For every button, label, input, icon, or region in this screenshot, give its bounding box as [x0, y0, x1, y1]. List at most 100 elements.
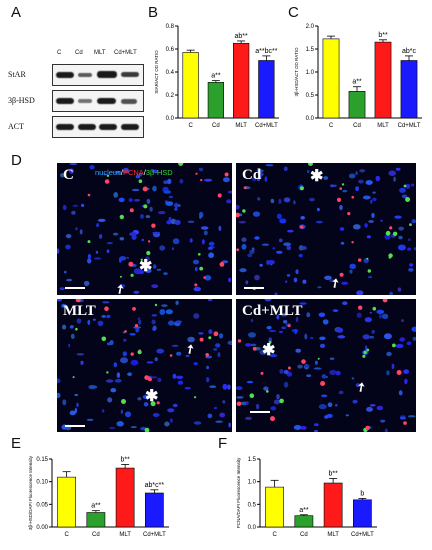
nucleus-cell	[325, 375, 328, 379]
nucleus-cell	[352, 224, 361, 230]
nucleus-cell	[324, 275, 332, 280]
micrograph-cd: Cd ✱ ➚	[236, 163, 416, 295]
significance-label: b**	[120, 456, 130, 463]
y-axis-label: 3β-HSD/DAPI Fluorescence Intensity	[28, 455, 33, 530]
nucleus-cell	[245, 280, 249, 285]
nucleus-cell	[114, 378, 122, 383]
3bhsd-signal	[266, 390, 269, 393]
bar	[323, 482, 343, 528]
nucleus-cell	[247, 253, 253, 258]
nucleus-cell	[106, 379, 114, 383]
nucleus-cell	[240, 401, 248, 406]
y-tick-label: 1.5	[306, 47, 315, 53]
nucleus-cell	[123, 338, 127, 342]
pcna-signal	[142, 186, 148, 192]
x-tick-label: Cd	[212, 123, 220, 129]
nucleus-cell	[87, 254, 91, 259]
3bhsd-signal	[366, 257, 369, 260]
pcna-signal	[205, 353, 209, 357]
nucleus-cell	[322, 319, 329, 325]
significance-label: a**bc**	[255, 48, 277, 55]
nucleus-cell	[371, 329, 375, 334]
pcna-signal	[263, 349, 268, 353]
nucleus-cell	[254, 274, 260, 281]
nucleus-cell	[172, 403, 178, 408]
nucleus-cell	[107, 342, 112, 346]
pcna-signal	[151, 393, 155, 398]
nucleus-cell	[57, 248, 60, 254]
legend-sep: /	[143, 168, 146, 177]
nucleus-cell	[213, 348, 218, 351]
pcna-signal	[195, 172, 198, 175]
nucleus-cell	[129, 232, 137, 236]
pcna-signal	[75, 299, 81, 303]
nucleus-cell	[208, 241, 215, 246]
nucleus-cell	[272, 247, 276, 250]
3bhsd-signal	[140, 258, 143, 261]
nucleus-cell	[159, 245, 166, 251]
pcna-signal	[351, 195, 354, 199]
nucleus-cell	[283, 166, 288, 171]
nucleus-cell	[152, 169, 159, 173]
nucleus-cell	[298, 245, 304, 251]
3bhsd-signal	[299, 186, 304, 191]
nucleus-cell	[142, 394, 150, 400]
nucleus-cell	[101, 409, 105, 413]
significance-label: b**	[328, 470, 338, 477]
nucleus-cell	[365, 180, 373, 185]
nucleus-cell	[309, 336, 314, 340]
nucleus-cell	[198, 332, 204, 335]
nucleus-cell	[399, 187, 406, 193]
pcna-signal	[320, 381, 326, 386]
3bhsd-signal	[362, 354, 366, 358]
legend-pcna: PCNA	[122, 168, 144, 177]
blot-row-label-3bhsd: 3β-HSD	[8, 96, 35, 105]
3bhsd-signal	[119, 214, 124, 220]
bar	[145, 492, 164, 528]
nucleus-cell	[395, 343, 404, 349]
star-marker: ✱	[310, 168, 324, 185]
pcna-signal	[365, 425, 370, 431]
nucleus-cell	[264, 299, 272, 302]
pcna-signal	[236, 212, 240, 218]
nucleus-cell	[206, 365, 210, 370]
nucleus-cell	[90, 385, 98, 389]
nucleus-cell	[120, 409, 124, 415]
nucleus-cell	[300, 216, 305, 220]
nucleus-cell	[335, 370, 341, 376]
nucleus-cell	[313, 423, 319, 427]
nucleus-cell	[263, 386, 269, 391]
star-marker: ✱	[262, 342, 276, 359]
star-marker: ✱	[145, 388, 159, 405]
nucleus-cell	[62, 324, 67, 330]
nucleus-cell	[165, 201, 174, 206]
nucleus-cell	[398, 226, 404, 231]
pcna-signal	[134, 324, 139, 328]
nucleus-cell	[65, 244, 71, 250]
nucleus-cell	[304, 364, 310, 368]
x-tick-label: Cd	[353, 123, 361, 129]
3bhsd-signal	[372, 306, 377, 311]
nucleus-cell	[261, 243, 270, 246]
pcna-signal	[396, 370, 402, 375]
3bhsd-signal	[138, 179, 143, 183]
3bhsd-signal	[367, 269, 371, 273]
nucleus-cell	[68, 343, 71, 348]
nucleus-cell	[306, 312, 311, 318]
nucleus-cell	[245, 343, 252, 347]
bar	[258, 60, 275, 119]
nucleus-cell	[165, 309, 173, 315]
x-tick-label: Cd	[300, 532, 308, 538]
nucleus-cell	[138, 319, 142, 325]
nucleus-cell	[413, 247, 416, 251]
nucleus-cell	[113, 192, 119, 198]
3bhsd-signal	[101, 336, 107, 342]
blot-row-3bhsd	[52, 90, 144, 112]
nucleus-cell	[351, 377, 355, 380]
nucleus-cell	[101, 315, 106, 318]
nucleus-cell	[126, 256, 129, 259]
nucleus-cell	[366, 406, 373, 412]
nucleus-cell	[223, 177, 230, 183]
nucleus-cell	[369, 311, 373, 314]
nucleus-cell	[300, 425, 307, 430]
